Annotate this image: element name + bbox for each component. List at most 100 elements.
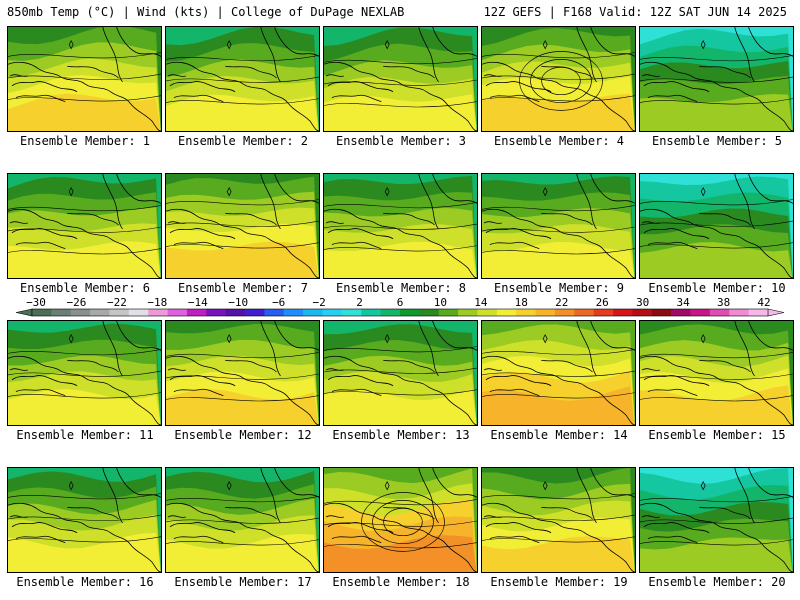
temperature-map: [640, 468, 793, 572]
coastline: [383, 212, 435, 226]
coastline: [643, 522, 710, 534]
temperature-band: [640, 385, 793, 425]
coastline: [11, 81, 78, 93]
ensemble-map-panel: [481, 320, 636, 426]
temperature-map: [640, 27, 793, 131]
colorbar-swatch: [709, 309, 730, 316]
colorbar-swatch: [729, 309, 749, 316]
colorbar-swatch: [574, 309, 594, 316]
isotherm-contour: [8, 536, 161, 543]
coastline: [274, 321, 319, 351]
coastline: [331, 241, 382, 249]
ensemble-map-panel: [639, 320, 794, 426]
ensemble-member-label: Ensemble Member: 6: [19, 281, 151, 295]
ensemble-member-label: Ensemble Member: 4: [493, 134, 625, 148]
coastline: [8, 502, 161, 572]
isotherm-contour: [8, 392, 161, 399]
temperature-band: [8, 93, 161, 131]
temperature-map: [8, 174, 161, 278]
ensemble-member-label: Ensemble Member: 1: [19, 134, 151, 148]
coastline: [67, 506, 119, 520]
coastline: [432, 174, 477, 204]
isotherm-contour: [640, 373, 793, 380]
isotherm-contour: [640, 517, 793, 524]
coastline: [541, 212, 593, 226]
colorbar-swatch: [245, 309, 265, 316]
isotherm-contour: [482, 392, 635, 399]
colorbar-swatch: [109, 309, 130, 316]
coastline: [260, 321, 281, 377]
ensemble-member-label: Ensemble Member: 5: [651, 134, 783, 148]
isotherm-contour: [324, 542, 477, 549]
colorbar-swatch: [651, 309, 672, 316]
coastline: [418, 27, 439, 83]
coastline: [167, 515, 186, 518]
coastline: [166, 502, 319, 572]
temperature-band: [324, 94, 477, 131]
coastline: [173, 94, 224, 102]
ensemble-member-label: Ensemble Member: 18: [332, 575, 470, 589]
isotherm-contour: [482, 370, 635, 377]
station-marker: [384, 480, 390, 491]
coastline: [482, 208, 635, 278]
isotherm-contour: [8, 493, 161, 500]
temperature-map: [640, 321, 793, 425]
coastline: [11, 228, 78, 240]
coastline: [274, 27, 319, 57]
isotherm-contour: [640, 55, 793, 62]
ensemble-map-panel: [323, 173, 478, 279]
ensemble-map-panel: [165, 173, 320, 279]
coastline: [225, 359, 277, 373]
isotherm-contour: [324, 202, 477, 209]
isotherm-contour: [8, 95, 161, 102]
coastline: [483, 74, 502, 77]
coastline: [748, 468, 793, 498]
ensemble-map-panel: [323, 320, 478, 426]
coastline: [331, 535, 382, 543]
isotherm-contour: [640, 199, 793, 206]
temperature-band: [324, 241, 477, 278]
coastline: [327, 228, 394, 240]
coastline: [383, 65, 435, 79]
ensemble-member-label: Ensemble Member: 15: [648, 428, 786, 442]
isotherm-contour: [8, 52, 161, 59]
closed-contour: [519, 51, 603, 111]
isotherm-contour: [640, 220, 793, 227]
isotherm-contour: [8, 205, 161, 212]
isotherm-contour: [640, 395, 793, 402]
colorbar-swatch: [51, 309, 72, 316]
coastline: [647, 388, 698, 396]
isotherm-contour: [324, 346, 477, 353]
ensemble-map-panel: [7, 173, 162, 279]
isotherm-contour: [482, 514, 635, 521]
ensemble-map-panel: [481, 467, 636, 573]
station-marker: [68, 480, 74, 491]
colorbar-swatch: [593, 309, 614, 316]
coastline: [325, 515, 344, 518]
colorbar-tick-label: 2: [356, 296, 363, 309]
colorbar-swatch: [632, 309, 653, 316]
coastline: [9, 368, 28, 371]
ensemble-member-label: Ensemble Member: 19: [490, 575, 628, 589]
coastline: [647, 535, 698, 543]
coastline: [274, 468, 319, 498]
colorbar-tick-label: −10: [228, 296, 248, 309]
isotherm-contour: [324, 520, 477, 527]
colorbar-tick-label: 34: [676, 296, 690, 309]
temperature-map: [166, 27, 319, 131]
colorbar-min-arrow: [15, 308, 33, 317]
colorbar-tick-label: −2: [312, 296, 325, 309]
ensemble-map-panel: [7, 320, 162, 426]
coastline: [167, 221, 186, 224]
colorbar-swatch: [206, 309, 226, 316]
coastline: [489, 388, 540, 396]
ensemble-member-label: Ensemble Member: 3: [335, 134, 467, 148]
isotherm-contour: [324, 245, 477, 252]
ensemble-map-panel: [323, 467, 478, 573]
coastline: [590, 174, 635, 204]
coastline: [8, 355, 161, 425]
coastline: [640, 208, 793, 278]
temperature-map: [640, 174, 793, 278]
coastline: [11, 375, 78, 387]
isotherm-contour: [324, 79, 477, 86]
